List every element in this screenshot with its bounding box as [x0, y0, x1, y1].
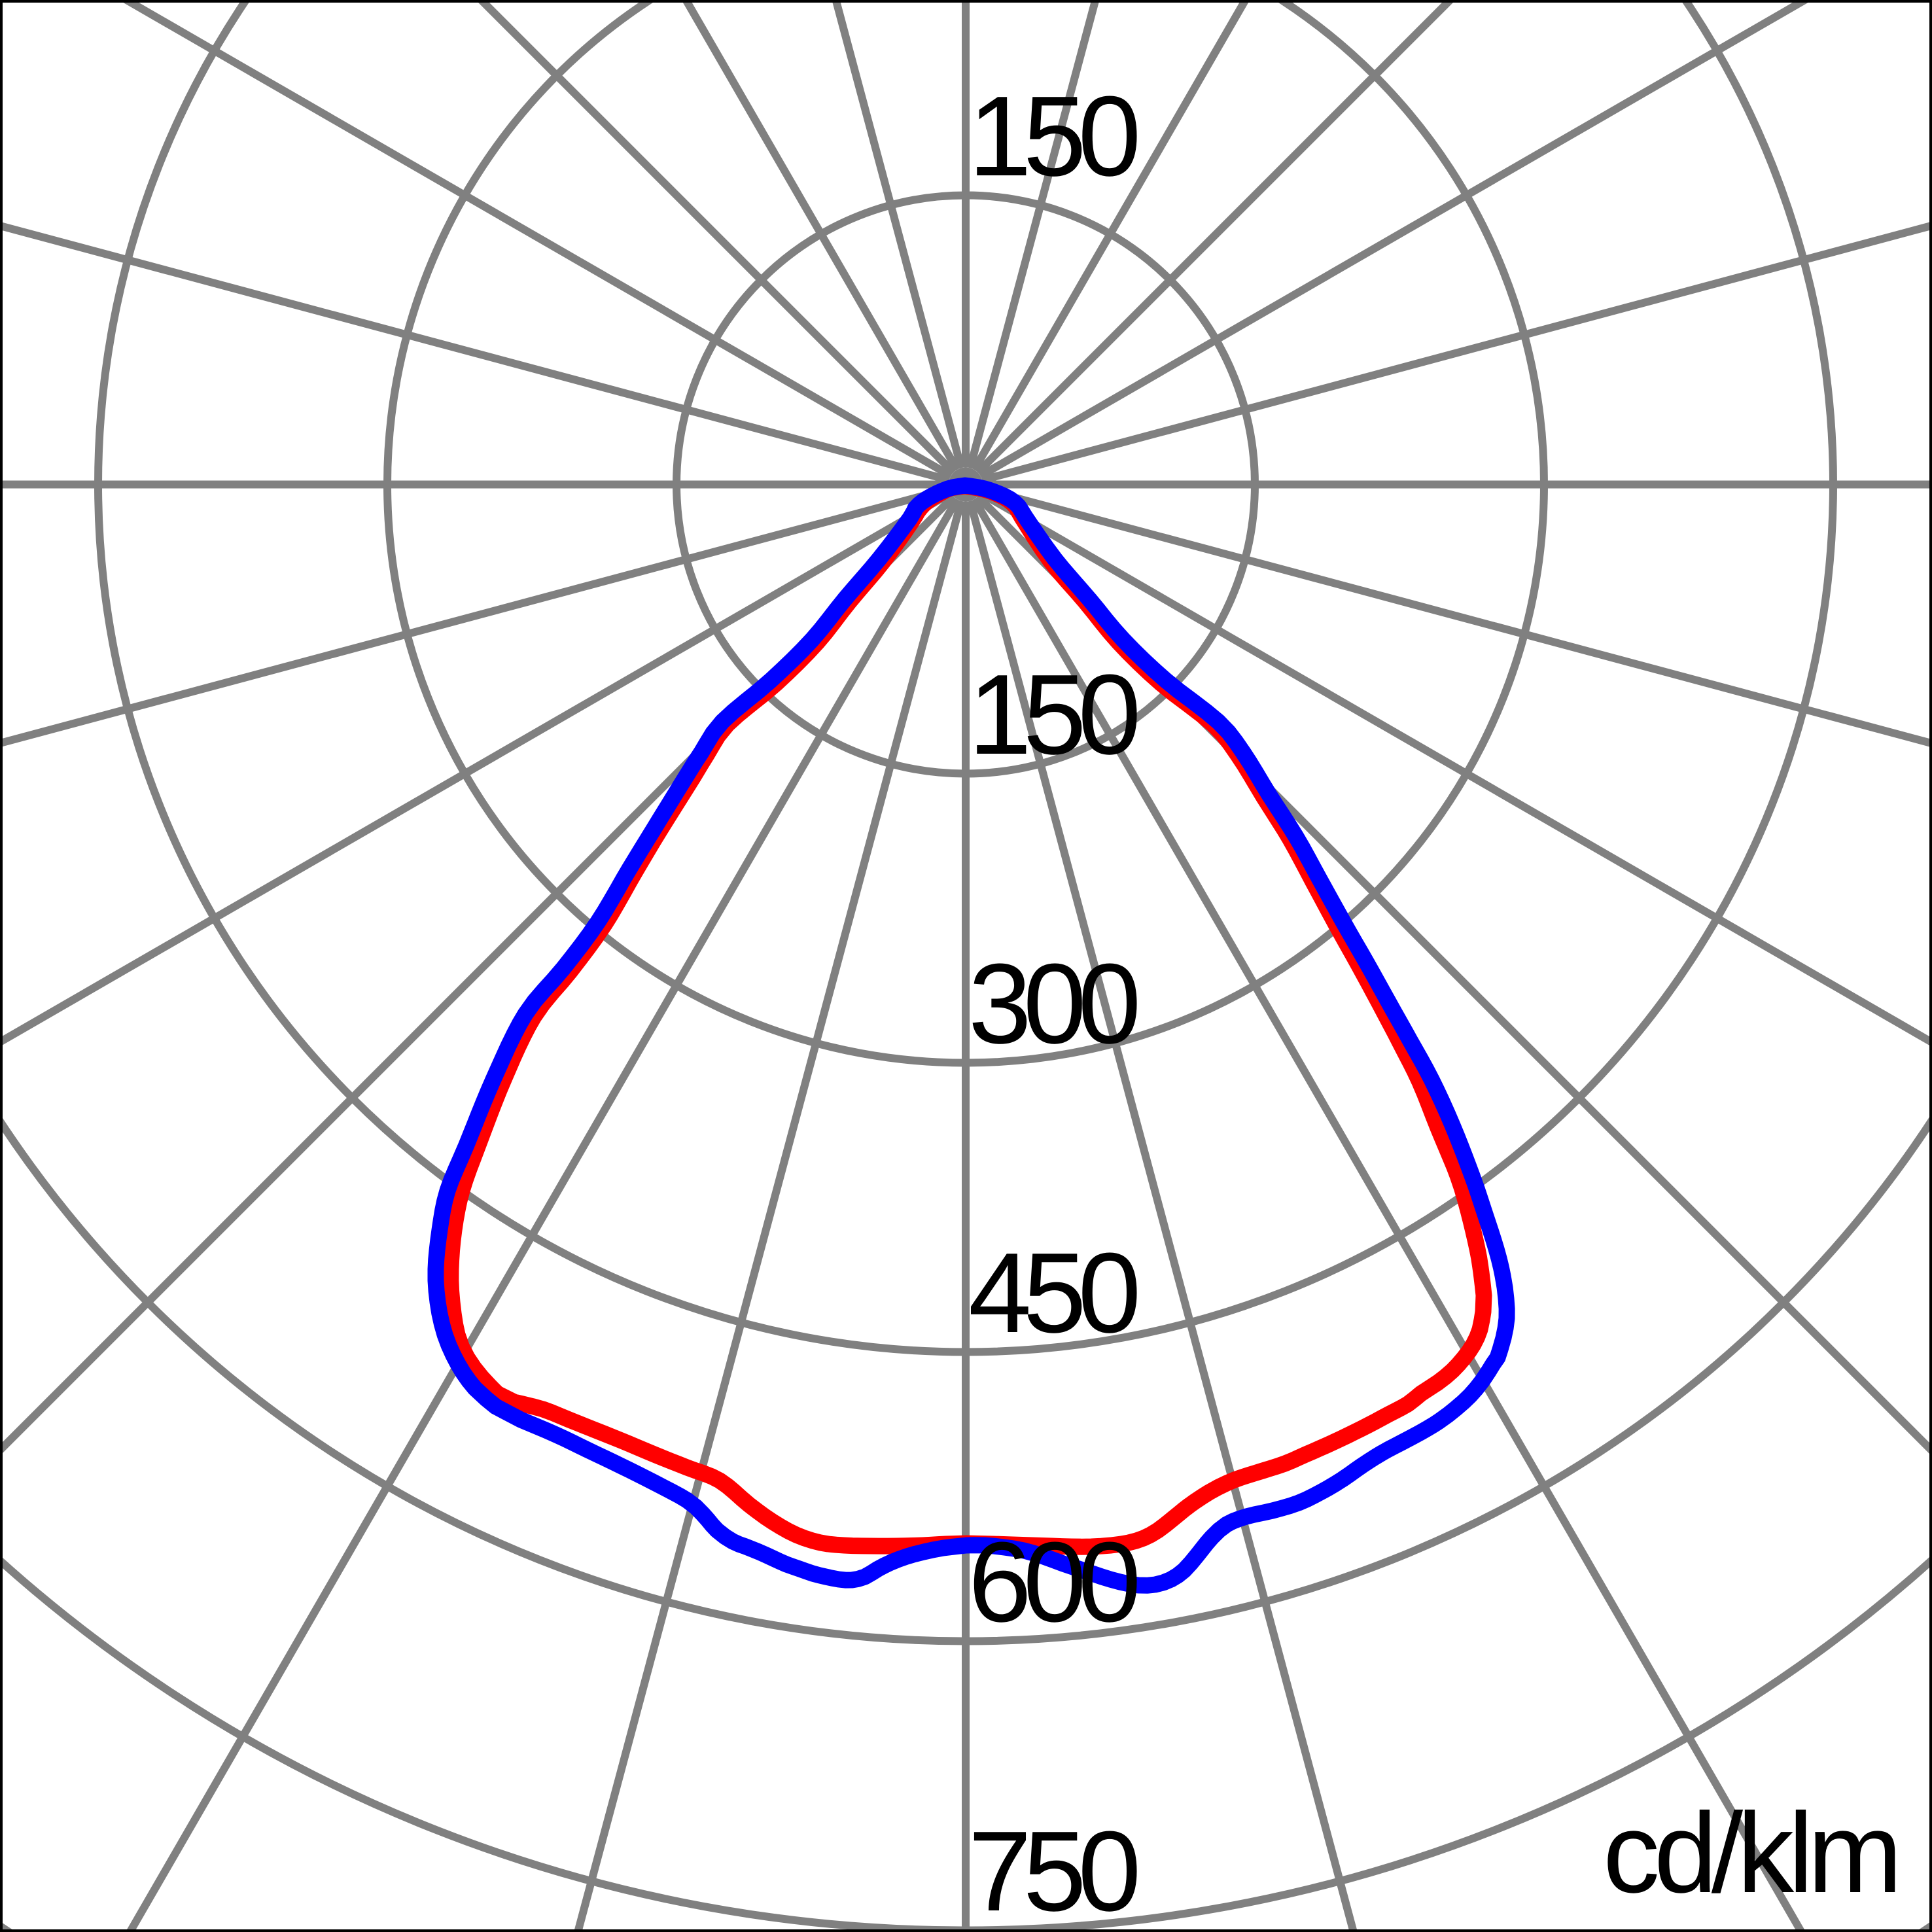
- svg-text:600: 600: [968, 1518, 1137, 1645]
- svg-text:cd/klm: cd/klm: [1603, 1789, 1897, 1916]
- svg-text:150: 150: [968, 650, 1137, 778]
- svg-text:450: 450: [968, 1229, 1137, 1356]
- svg-text:150: 150: [968, 72, 1137, 200]
- svg-text:300: 300: [968, 940, 1137, 1067]
- svg-text:750: 750: [968, 1807, 1137, 1932]
